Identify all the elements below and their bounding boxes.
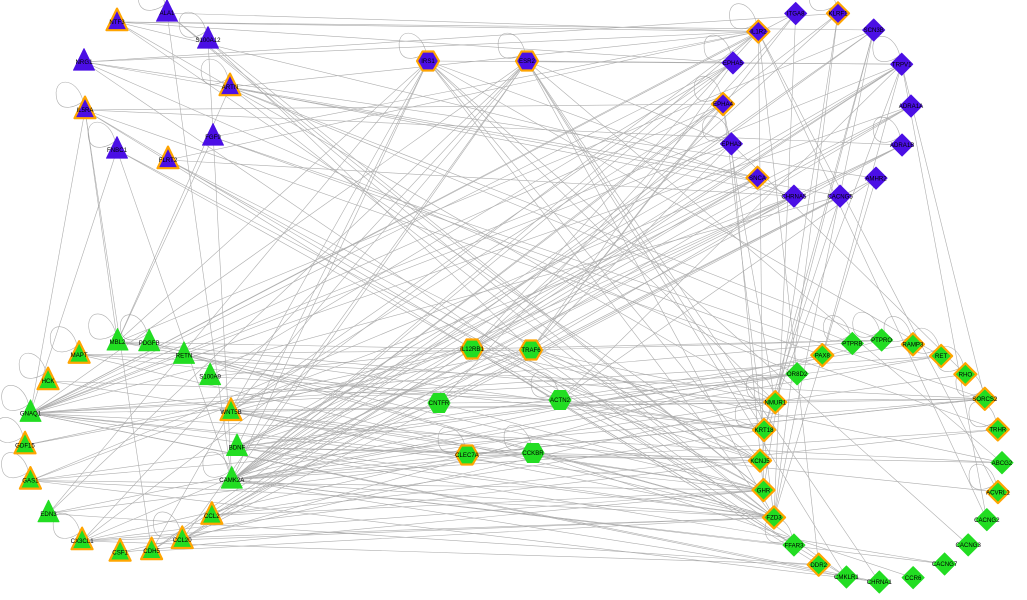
svg-text:CCR6: CCR6 (905, 575, 922, 582)
svg-text:S100A12: S100A12 (195, 37, 221, 44)
svg-text:CCL20: CCL20 (173, 537, 193, 544)
svg-text:BDNF: BDNF (229, 445, 246, 452)
svg-text:IL5RA: IL5RA (77, 107, 95, 114)
svg-text:NTF3: NTF3 (109, 19, 125, 26)
svg-text:RET: RET (935, 353, 947, 360)
svg-text:ADRA1B: ADRA1B (890, 142, 914, 149)
svg-text:GAS1: GAS1 (22, 478, 39, 485)
svg-text:HCK: HCK (42, 378, 55, 385)
svg-text:CACNG5: CACNG5 (827, 193, 853, 200)
svg-text:CAMK2A: CAMK2A (219, 477, 245, 484)
svg-text:ACVRL1: ACVRL1 (986, 489, 1010, 496)
svg-text:WNT5B: WNT5B (220, 409, 241, 416)
svg-text:MAPT: MAPT (71, 352, 88, 359)
svg-text:RHO: RHO (959, 372, 973, 379)
svg-text:CSF1: CSF1 (112, 550, 128, 557)
svg-text:S100A9: S100A9 (199, 374, 221, 381)
svg-text:GNAQ1: GNAQ1 (20, 410, 42, 417)
svg-text:KLRF1: KLRF1 (829, 11, 849, 18)
svg-text:TRAF6: TRAF6 (521, 347, 541, 354)
svg-text:CNTFR: CNTFR (429, 400, 450, 407)
svg-text:DDR2: DDR2 (810, 562, 827, 569)
svg-text:IL1R2: IL1R2 (750, 29, 767, 36)
svg-text:IL12RB1: IL12RB1 (460, 346, 484, 353)
svg-text:PTPRO: PTPRO (871, 337, 892, 344)
svg-text:EPHA5: EPHA5 (723, 60, 744, 67)
svg-text:ARTN: ARTN (222, 84, 238, 91)
svg-text:CHRNA1: CHRNA1 (867, 579, 893, 586)
svg-text:ALA1: ALA1 (160, 10, 176, 17)
svg-text:TRPV1: TRPV1 (892, 61, 912, 68)
svg-text:EDN3: EDN3 (40, 511, 57, 518)
svg-text:IRS1: IRS1 (421, 58, 435, 65)
svg-text:NMUR1: NMUR1 (764, 399, 786, 406)
svg-text:EPHA4: EPHA4 (713, 101, 734, 108)
svg-text:CDH5: CDH5 (143, 548, 160, 555)
svg-text:CX3CL1: CX3CL1 (71, 538, 95, 545)
svg-text:CLEC7A: CLEC7A (455, 452, 480, 459)
svg-text:FLRT2: FLRT2 (159, 157, 178, 164)
svg-text:CACNG2: CACNG2 (974, 517, 1000, 524)
svg-text:CCKBR: CCKBR (522, 450, 544, 457)
svg-text:ADRA1A: ADRA1A (899, 103, 924, 110)
svg-text:MBL2: MBL2 (110, 339, 127, 346)
svg-text:CACNG7: CACNG7 (932, 561, 958, 568)
svg-text:PAX8: PAX8 (815, 352, 831, 359)
svg-text:RAMP3: RAMP3 (902, 342, 924, 349)
svg-text:ABCG2: ABCG2 (992, 460, 1013, 467)
svg-text:ESR2: ESR2 (519, 58, 536, 65)
svg-text:FZD3: FZD3 (766, 515, 782, 522)
svg-text:CHRNA5: CHRNA5 (781, 193, 807, 200)
svg-text:FNBC1: FNBC1 (107, 147, 128, 154)
svg-text:ITGA8: ITGA8 (787, 11, 805, 18)
svg-text:CCL2: CCL2 (204, 513, 220, 520)
svg-text:FFAR3: FFAR3 (785, 542, 805, 549)
svg-text:EPHA3: EPHA3 (721, 141, 742, 148)
svg-text:PTPRB: PTPRB (842, 341, 862, 348)
svg-text:GHR: GHR (757, 487, 771, 494)
svg-text:CACNG3: CACNG3 (955, 542, 981, 549)
svg-text:OR8D2: OR8D2 (787, 371, 808, 378)
svg-text:GDF15: GDF15 (15, 442, 35, 449)
svg-text:SNCA: SNCA (749, 175, 767, 182)
svg-text:SORCS2: SORCS2 (972, 396, 998, 403)
svg-text:KCNJ5: KCNJ5 (750, 458, 770, 465)
svg-text:AMHR2: AMHR2 (865, 175, 887, 182)
svg-text:ACTN2: ACTN2 (550, 397, 571, 404)
svg-text:NRG1: NRG1 (76, 59, 94, 66)
svg-text:TRHR: TRHR (989, 427, 1007, 434)
svg-text:PDGFB: PDGFB (139, 340, 160, 347)
svg-text:FGF9: FGF9 (205, 134, 221, 141)
svg-text:KRT18: KRT18 (755, 427, 774, 434)
svg-text:RETN: RETN (176, 352, 193, 359)
svg-text:SCN3B: SCN3B (864, 27, 884, 34)
svg-text:CMKLR1: CMKLR1 (834, 574, 859, 581)
